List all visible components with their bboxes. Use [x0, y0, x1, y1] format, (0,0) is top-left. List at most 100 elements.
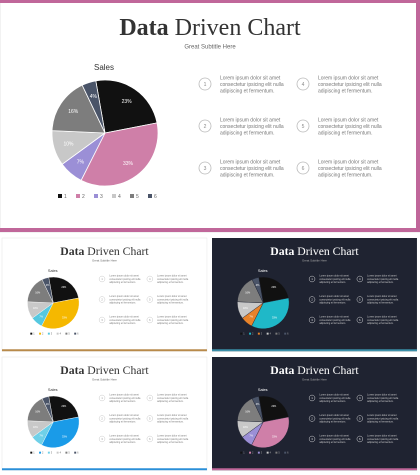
slice-label: 10%	[63, 141, 74, 147]
item-text: Lorem ipsum dolor sit amet	[367, 394, 397, 397]
slice-label: 4%	[46, 403, 50, 406]
legend-label: 4	[270, 333, 272, 336]
slide-title: Data Driven Chart	[270, 364, 359, 377]
item-text: consectetur ipsicing elit nulla	[109, 417, 141, 420]
legend-label: 5	[278, 333, 280, 336]
pie-slice	[81, 80, 106, 134]
legend-swatch	[30, 451, 33, 454]
item-number: 6	[359, 438, 361, 441]
item-badge	[98, 275, 106, 283]
pie-slice	[51, 84, 106, 134]
slide-title: Data Driven Chart	[60, 245, 149, 258]
legend-label: 1	[33, 333, 35, 336]
item-number: 5	[359, 417, 361, 420]
item-text: Lorem ipsum dolor sit amet	[157, 394, 187, 397]
item-text: Lorem ipsum dolor sit amet	[367, 275, 397, 278]
item-text: Lorem ipsum dolor sit amet	[319, 275, 349, 278]
item-text: consectetur ipsicing elit nulla	[319, 278, 351, 281]
legend-label: 2	[42, 333, 44, 336]
slice-label: 33%	[272, 316, 278, 319]
item-text: adipiscing et fermentum.	[109, 421, 136, 424]
item-badge	[356, 415, 363, 422]
title-bold: Data	[60, 245, 84, 258]
item-text: Lorem ipsum dolor sit amet	[109, 316, 139, 319]
item-badge	[198, 77, 212, 91]
item-badge	[146, 435, 153, 443]
item-text: consectetur ipsicing elit nulla	[318, 166, 382, 172]
legend-swatch	[56, 332, 59, 335]
item-badge	[98, 296, 106, 303]
item-text: adipiscing et fermentum.	[157, 400, 184, 403]
slide-accent	[0, 228, 420, 232]
item-text: consectetur ipsicing elit nulla	[367, 417, 399, 420]
slide-title: Data Driven Chart	[119, 15, 301, 41]
legend-label: 3	[261, 333, 263, 336]
item-text: consectetur ipsicing elit nulla	[157, 417, 189, 420]
item-text: Lorem ipsum dolor sit amet	[367, 435, 397, 438]
legend-swatch	[257, 332, 260, 335]
chart-title: Sales	[48, 387, 58, 392]
slice-label: 7%	[249, 316, 253, 319]
item-text: consectetur ipsicing elit nulla	[157, 278, 189, 281]
pie-slice	[251, 416, 290, 448]
slide-accent	[212, 468, 417, 471]
item-text: consectetur ipsicing elit nulla	[157, 397, 189, 400]
slice-label: 4%	[46, 284, 50, 287]
legend-label: 6	[287, 452, 289, 455]
item-text: adipiscing et fermentum.	[157, 421, 184, 424]
item-badge	[356, 296, 363, 303]
slide-subtitle: Great Subtitle Here	[92, 259, 117, 263]
legend-label: 3	[261, 452, 263, 455]
slice-label: 7%	[39, 316, 43, 319]
legend-swatch	[249, 332, 252, 335]
slice-label: 4%	[256, 403, 260, 406]
item-text: adipiscing et fermentum.	[109, 281, 136, 284]
item-number: 4	[359, 397, 361, 400]
legend-swatch	[74, 332, 77, 335]
item-text: consectetur ipsicing elit nulla	[157, 298, 189, 301]
chart-title: Sales	[258, 268, 268, 273]
item-text: Lorem ipsum dolor sit amet	[318, 117, 379, 123]
item-text: adipiscing et fermentum.	[157, 441, 184, 444]
slice-label: 10%	[243, 426, 249, 429]
item-badge	[308, 415, 316, 422]
slide-accent	[2, 468, 207, 471]
item-text: Lorem ipsum dolor sit amet	[157, 316, 187, 319]
legend-label: 3	[51, 452, 53, 455]
item-badge	[356, 275, 363, 283]
item-text: Lorem ipsum dolor sit amet	[367, 414, 397, 417]
slide-subtitle: Great Subtitle Here	[92, 378, 117, 382]
item-badge	[296, 119, 310, 133]
item-text: Lorem ipsum dolor sit amet	[318, 75, 379, 81]
legend-swatch	[266, 451, 269, 454]
item-text: adipiscing et fermentum.	[109, 400, 136, 403]
item-text: adipiscing et fermentum.	[319, 281, 346, 284]
item-text: Lorem ipsum dolor sit amet	[109, 394, 139, 397]
slice-label: 7%	[249, 435, 253, 438]
item-text: consectetur ipsicing elit nulla	[109, 438, 141, 441]
item-badge	[296, 77, 310, 91]
item-text: adipiscing et fermentum.	[367, 322, 394, 325]
item-number: 5	[149, 417, 151, 420]
legend-swatch	[240, 332, 243, 335]
item-text: Lorem ipsum dolor sit amet	[220, 75, 281, 81]
legend-swatch	[275, 332, 278, 335]
item-text: Lorem ipsum dolor sit amet	[319, 414, 349, 417]
item-text: Lorem ipsum dolor sit amet	[157, 414, 187, 417]
title-rest: Driven Chart	[87, 245, 149, 258]
slice-label: 23%	[61, 286, 67, 289]
item-text: consectetur ipsicing elit nulla	[318, 82, 382, 88]
item-text: adipiscing et fermentum.	[367, 281, 394, 284]
item-badge	[308, 394, 316, 402]
item-text: adipiscing et fermentum.	[367, 400, 394, 403]
legend-label: 6	[77, 452, 79, 455]
item-number: 6	[149, 319, 151, 322]
slide-subtitle: Great Subtitle Here	[184, 45, 236, 51]
item-badge	[146, 415, 153, 422]
item-badge	[98, 415, 106, 422]
item-text: consectetur ipsicing elit nulla	[319, 319, 351, 322]
title-rest: Driven Chart	[297, 245, 359, 258]
